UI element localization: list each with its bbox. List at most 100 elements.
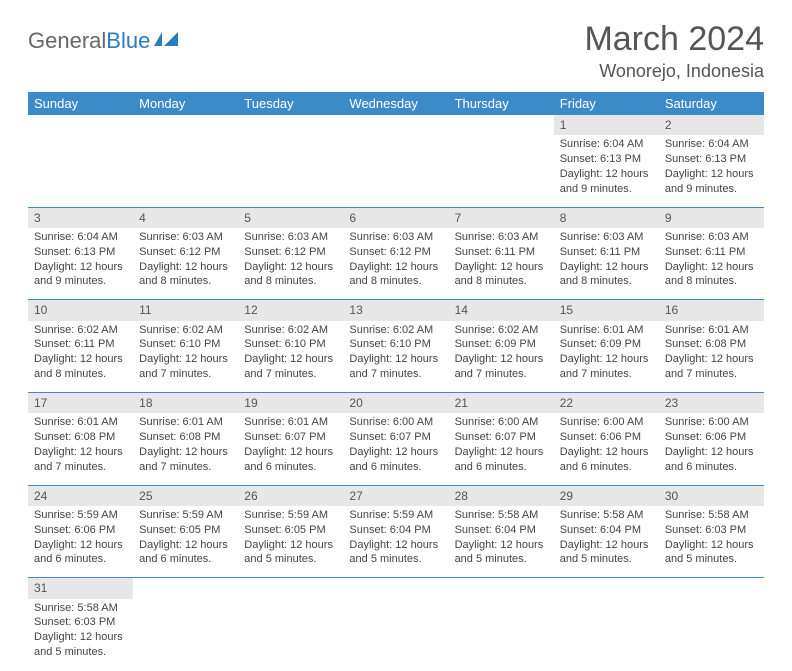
daylight-text: Daylight: 12 hours — [349, 445, 442, 460]
daylight-text: and 7 minutes. — [665, 367, 758, 382]
day-content-row: Sunrise: 6:04 AMSunset: 6:13 PMDaylight:… — [28, 135, 764, 207]
daylight-text: and 6 minutes. — [139, 552, 232, 567]
weekday-header: Monday — [133, 92, 238, 115]
day-number-row: 10111213141516 — [28, 300, 764, 321]
logo: GeneralBlue — [28, 28, 180, 54]
daylight-text: Daylight: 12 hours — [560, 352, 653, 367]
daylight-text: Daylight: 12 hours — [665, 352, 758, 367]
daylight-text: Daylight: 12 hours — [139, 352, 232, 367]
day-cell: Sunrise: 6:04 AMSunset: 6:13 PMDaylight:… — [554, 135, 659, 207]
day-content-row: Sunrise: 6:04 AMSunset: 6:13 PMDaylight:… — [28, 228, 764, 300]
daylight-text: Daylight: 12 hours — [139, 260, 232, 275]
day-cell — [238, 599, 343, 671]
day-number-cell: 2 — [659, 115, 764, 135]
sunrise-text: Sunrise: 6:04 AM — [665, 137, 758, 152]
logo-text-general: General — [28, 28, 106, 54]
sunrise-text: Sunrise: 6:03 AM — [244, 230, 337, 245]
location: Wonorejo, Indonesia — [584, 61, 764, 82]
day-cell: Sunrise: 6:02 AMSunset: 6:10 PMDaylight:… — [238, 321, 343, 393]
day-number-cell: 14 — [449, 300, 554, 321]
day-cell: Sunrise: 6:03 AMSunset: 6:12 PMDaylight:… — [343, 228, 448, 300]
sunset-text: Sunset: 6:08 PM — [139, 430, 232, 445]
daylight-text: and 6 minutes. — [560, 460, 653, 475]
day-cell: Sunrise: 6:00 AMSunset: 6:07 PMDaylight:… — [449, 413, 554, 485]
day-content-row: Sunrise: 5:59 AMSunset: 6:06 PMDaylight:… — [28, 506, 764, 578]
day-cell: Sunrise: 6:00 AMSunset: 6:06 PMDaylight:… — [554, 413, 659, 485]
day-number-cell: 31 — [28, 578, 133, 599]
day-cell: Sunrise: 6:04 AMSunset: 6:13 PMDaylight:… — [659, 135, 764, 207]
logo-text-blue: Blue — [106, 28, 150, 54]
day-number-row: 3456789 — [28, 207, 764, 228]
weekday-header: Thursday — [449, 92, 554, 115]
day-number-cell — [238, 578, 343, 599]
sunrise-text: Sunrise: 5:59 AM — [244, 508, 337, 523]
day-content-row: Sunrise: 6:01 AMSunset: 6:08 PMDaylight:… — [28, 413, 764, 485]
daylight-text: and 5 minutes. — [349, 552, 442, 567]
daylight-text: Daylight: 12 hours — [244, 538, 337, 553]
daylight-text: and 5 minutes. — [665, 552, 758, 567]
sunset-text: Sunset: 6:12 PM — [139, 245, 232, 260]
day-number-cell — [449, 115, 554, 135]
day-number-cell: 1 — [554, 115, 659, 135]
day-cell: Sunrise: 6:03 AMSunset: 6:12 PMDaylight:… — [238, 228, 343, 300]
day-number-cell: 27 — [343, 485, 448, 506]
daylight-text: and 7 minutes. — [455, 367, 548, 382]
sunset-text: Sunset: 6:03 PM — [665, 523, 758, 538]
sunset-text: Sunset: 6:08 PM — [34, 430, 127, 445]
sunset-text: Sunset: 6:07 PM — [455, 430, 548, 445]
sunrise-text: Sunrise: 6:03 AM — [560, 230, 653, 245]
daylight-text: and 8 minutes. — [560, 274, 653, 289]
day-cell — [238, 135, 343, 207]
weekday-header: Friday — [554, 92, 659, 115]
day-cell: Sunrise: 6:03 AMSunset: 6:11 PMDaylight:… — [449, 228, 554, 300]
title-block: March 2024 Wonorejo, Indonesia — [584, 20, 764, 82]
day-number-cell: 8 — [554, 207, 659, 228]
daylight-text: Daylight: 12 hours — [455, 352, 548, 367]
day-cell — [449, 599, 554, 671]
day-number-cell: 17 — [28, 393, 133, 414]
daylight-text: and 8 minutes. — [34, 367, 127, 382]
daylight-text: Daylight: 12 hours — [665, 538, 758, 553]
day-number-cell: 9 — [659, 207, 764, 228]
day-cell — [343, 599, 448, 671]
weekday-header-row: Sunday Monday Tuesday Wednesday Thursday… — [28, 92, 764, 115]
daylight-text: Daylight: 12 hours — [455, 445, 548, 460]
day-content-row: Sunrise: 6:02 AMSunset: 6:11 PMDaylight:… — [28, 321, 764, 393]
month-title: March 2024 — [584, 20, 764, 59]
day-cell — [554, 599, 659, 671]
daylight-text: Daylight: 12 hours — [34, 630, 127, 645]
sunrise-text: Sunrise: 6:00 AM — [349, 415, 442, 430]
sunrise-text: Sunrise: 6:01 AM — [665, 323, 758, 338]
day-cell: Sunrise: 5:59 AMSunset: 6:05 PMDaylight:… — [238, 506, 343, 578]
day-cell: Sunrise: 6:03 AMSunset: 6:12 PMDaylight:… — [133, 228, 238, 300]
daylight-text: and 7 minutes. — [139, 367, 232, 382]
day-number-row: 31 — [28, 578, 764, 599]
day-number-cell: 10 — [28, 300, 133, 321]
sunrise-text: Sunrise: 6:02 AM — [349, 323, 442, 338]
sunrise-text: Sunrise: 6:04 AM — [34, 230, 127, 245]
sunrise-text: Sunrise: 6:02 AM — [455, 323, 548, 338]
day-number-cell — [343, 578, 448, 599]
sunset-text: Sunset: 6:09 PM — [455, 337, 548, 352]
day-cell: Sunrise: 6:03 AMSunset: 6:11 PMDaylight:… — [659, 228, 764, 300]
day-number-cell: 7 — [449, 207, 554, 228]
daylight-text: and 6 minutes. — [244, 460, 337, 475]
sunrise-text: Sunrise: 6:04 AM — [560, 137, 653, 152]
daylight-text: and 9 minutes. — [560, 182, 653, 197]
sunset-text: Sunset: 6:13 PM — [665, 152, 758, 167]
day-number-cell: 6 — [343, 207, 448, 228]
daylight-text: Daylight: 12 hours — [455, 260, 548, 275]
day-cell — [28, 135, 133, 207]
daylight-text: and 6 minutes. — [34, 552, 127, 567]
day-cell: Sunrise: 5:59 AMSunset: 6:04 PMDaylight:… — [343, 506, 448, 578]
daylight-text: and 5 minutes. — [34, 645, 127, 660]
day-number-cell: 11 — [133, 300, 238, 321]
sunset-text: Sunset: 6:13 PM — [560, 152, 653, 167]
header: GeneralBlue March 2024 Wonorejo, Indones… — [28, 20, 764, 82]
day-cell: Sunrise: 5:58 AMSunset: 6:04 PMDaylight:… — [554, 506, 659, 578]
daylight-text: Daylight: 12 hours — [349, 352, 442, 367]
daylight-text: and 8 minutes. — [349, 274, 442, 289]
sunrise-text: Sunrise: 6:03 AM — [455, 230, 548, 245]
day-number-cell: 5 — [238, 207, 343, 228]
sunrise-text: Sunrise: 6:00 AM — [665, 415, 758, 430]
